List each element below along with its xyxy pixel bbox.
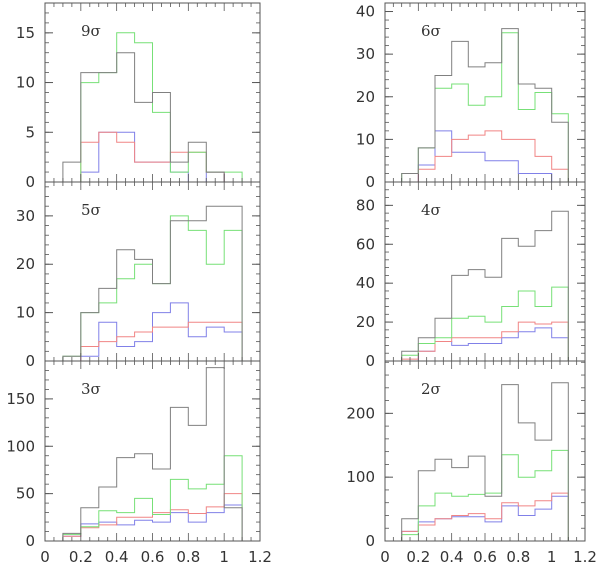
- histogram-panel: 0 20 40 60 80 4σ: [356, 181, 586, 370]
- y-tick-label: 0: [365, 173, 375, 191]
- y-tick-label: 20: [356, 88, 375, 106]
- histogram-series-total: [62, 367, 243, 541]
- y-tick-label: 0: [365, 532, 375, 550]
- y-tick-label: 20: [356, 313, 375, 331]
- y-tick-label: 0: [365, 352, 375, 370]
- panel-sigma-label: 6σ: [421, 22, 441, 40]
- histogram-series-total: [62, 205, 243, 361]
- panel-sigma-label: 4σ: [421, 201, 441, 219]
- histogram-series-total: [401, 28, 569, 182]
- histogram-series-green: [62, 32, 243, 183]
- y-tick-label: 100: [346, 468, 375, 486]
- x-tick-label: 0.6: [473, 548, 497, 566]
- histogram-series-blue: [401, 130, 569, 183]
- histogram-series-total: [62, 52, 243, 183]
- y-tick-label: 80: [356, 196, 375, 214]
- histogram-panel: 0 100 200 2σ: [346, 360, 586, 550]
- y-tick-label: 10: [16, 304, 35, 322]
- x-tick-label: 0.6: [141, 548, 165, 566]
- histogram-panel: 0 10 20 30 40 6σ: [356, 2, 586, 191]
- histogram-series-total: [401, 382, 569, 541]
- y-tick-label: 30: [16, 207, 35, 225]
- histogram-series-red: [401, 321, 569, 361]
- histogram-panel: 0 5 10 15 9σ: [16, 2, 261, 191]
- y-tick-label: 60: [356, 235, 375, 253]
- x-tick-label: 0.2: [69, 548, 93, 566]
- y-tick-label: 0: [25, 532, 35, 550]
- x-tick-label: 1.2: [573, 548, 597, 566]
- x-tick-label: 0.4: [440, 548, 464, 566]
- histogram-series-green: [401, 286, 569, 361]
- y-tick-label: 40: [356, 274, 375, 292]
- histogram-series-red: [401, 492, 569, 541]
- x-tick-label: 0: [40, 548, 50, 566]
- histogram-panel: 0 50 100 150 3σ: [6, 360, 261, 550]
- panel-sigma-label: 5σ: [81, 201, 101, 219]
- y-tick-label: 100: [6, 437, 35, 455]
- histogram-series-blue: [401, 495, 569, 541]
- x-tick-label: 0.2: [406, 548, 430, 566]
- y-tick-label: 200: [346, 404, 375, 422]
- y-tick-label: 150: [6, 390, 35, 408]
- histogram-series-total: [401, 210, 569, 361]
- x-axis-right: 0 0.2 0.4 0.6 0.8 1 1.2: [380, 548, 597, 566]
- panel-sigma-label: 9σ: [81, 22, 101, 40]
- histogram-panel: 0 10 20 30 5σ: [16, 181, 261, 370]
- histogram-series-green: [62, 455, 243, 541]
- y-tick-label: 0: [25, 352, 35, 370]
- x-tick-label: 0: [380, 548, 390, 566]
- y-tick-label: 40: [356, 3, 375, 21]
- histogram-series-blue: [62, 504, 243, 541]
- y-tick-label: 0: [25, 173, 35, 191]
- histogram-series-red: [401, 130, 569, 183]
- x-tick-label: 1.2: [248, 548, 272, 566]
- panel-sigma-label: 3σ: [81, 380, 101, 398]
- histogram-series-red: [62, 321, 243, 362]
- x-tick-label: 1: [219, 548, 229, 566]
- y-tick-label: 15: [16, 24, 35, 42]
- y-tick-label: 5: [25, 123, 35, 141]
- x-tick-label: 0.8: [176, 548, 200, 566]
- y-tick-label: 10: [16, 74, 35, 92]
- x-tick-label: 1: [547, 548, 557, 566]
- y-tick-label: 50: [16, 485, 35, 503]
- y-tick-label: 20: [16, 255, 35, 273]
- y-tick-label: 10: [356, 130, 375, 148]
- x-tick-label: 0.8: [506, 548, 530, 566]
- x-axis-left: 0 0.2 0.4 0.6 0.8 1 1.2: [40, 548, 272, 566]
- x-tick-label: 0.4: [105, 548, 129, 566]
- panel-sigma-label: 2σ: [421, 380, 441, 398]
- y-tick-label: 30: [356, 45, 375, 63]
